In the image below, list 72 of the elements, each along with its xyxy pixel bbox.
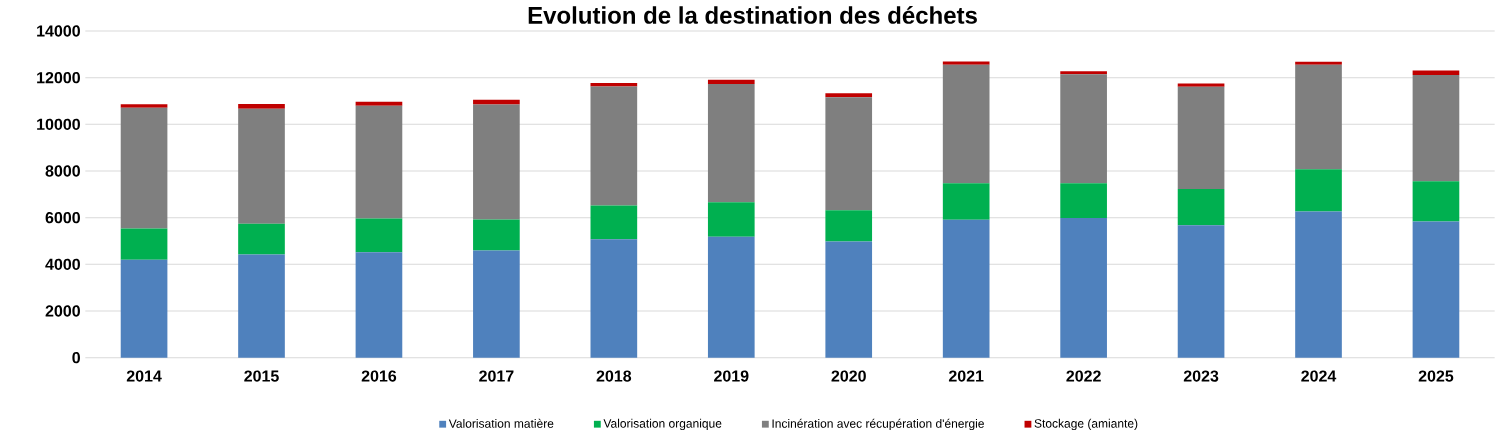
bar [1412, 221, 1460, 358]
bar [825, 210, 873, 242]
bar [942, 64, 990, 184]
bar [238, 223, 285, 255]
bar [1177, 86, 1225, 189]
bar [473, 219, 520, 251]
bar [1060, 217, 1107, 358]
legend-label: Incinération avec récupération d'énergie [772, 418, 984, 431]
bar [120, 107, 168, 229]
bar [707, 236, 755, 358]
bar [590, 86, 638, 206]
bar [1060, 74, 1107, 184]
bar [1177, 83, 1225, 87]
bar [1295, 64, 1342, 170]
y-tick-label: 8000 [45, 165, 80, 177]
bar [707, 83, 755, 203]
y-tick-label: 6000 [45, 212, 80, 224]
bar [355, 252, 403, 358]
x-tick-label: 2023 [1183, 370, 1219, 382]
bar [825, 93, 873, 98]
bar [355, 105, 403, 219]
bar [1295, 61, 1342, 65]
bar [1412, 181, 1460, 222]
y-tick-label: 12000 [37, 72, 80, 84]
y-tick-label: 14000 [37, 25, 80, 37]
chart-title: Evolution de la destination des déchets [528, 6, 977, 24]
bar [1295, 211, 1342, 358]
x-tick-label: 2021 [948, 370, 984, 382]
legend-label: Valorisation matière [448, 418, 554, 428]
bar [1177, 188, 1225, 226]
bar [473, 104, 520, 220]
bar [707, 79, 755, 84]
bar [825, 97, 873, 211]
y-tick-label: 10000 [37, 118, 80, 130]
bar [238, 254, 285, 358]
bar [590, 205, 638, 240]
bar [1412, 75, 1460, 182]
legend-label: Valorisation organique [603, 418, 722, 431]
legend-label: Stockage (amiante) [1034, 418, 1138, 431]
bar [942, 61, 990, 65]
bar [942, 183, 990, 220]
bar [825, 241, 873, 358]
x-tick-label: 2018 [596, 370, 632, 382]
x-tick-label: 2024 [1301, 370, 1337, 382]
bar [120, 259, 168, 358]
x-tick-label: 2019 [714, 370, 749, 382]
bar [1177, 225, 1225, 358]
x-tick-label: 2025 [1418, 370, 1454, 382]
bar [355, 218, 403, 253]
bar [590, 83, 638, 87]
bar [590, 239, 638, 358]
bar [1060, 71, 1107, 75]
bar [942, 219, 990, 358]
bar [707, 202, 755, 237]
x-tick-label: 2016 [361, 370, 397, 382]
y-tick-label: 0 [72, 352, 80, 364]
bar [238, 108, 285, 224]
bar [1060, 183, 1107, 218]
bar [355, 101, 403, 106]
x-tick-label: 2014 [126, 370, 162, 382]
bar [1295, 169, 1342, 212]
x-tick-label: 2015 [244, 370, 279, 382]
bar [238, 104, 285, 109]
y-tick-label: 4000 [45, 258, 80, 270]
bar [120, 104, 168, 108]
bar [473, 250, 520, 358]
bar [120, 228, 168, 260]
x-tick-label: 2020 [831, 370, 866, 382]
x-tick-label: 2022 [1066, 370, 1101, 382]
x-tick-label: 2017 [479, 370, 514, 382]
bar [1412, 70, 1460, 76]
y-tick-label: 2000 [45, 305, 80, 317]
